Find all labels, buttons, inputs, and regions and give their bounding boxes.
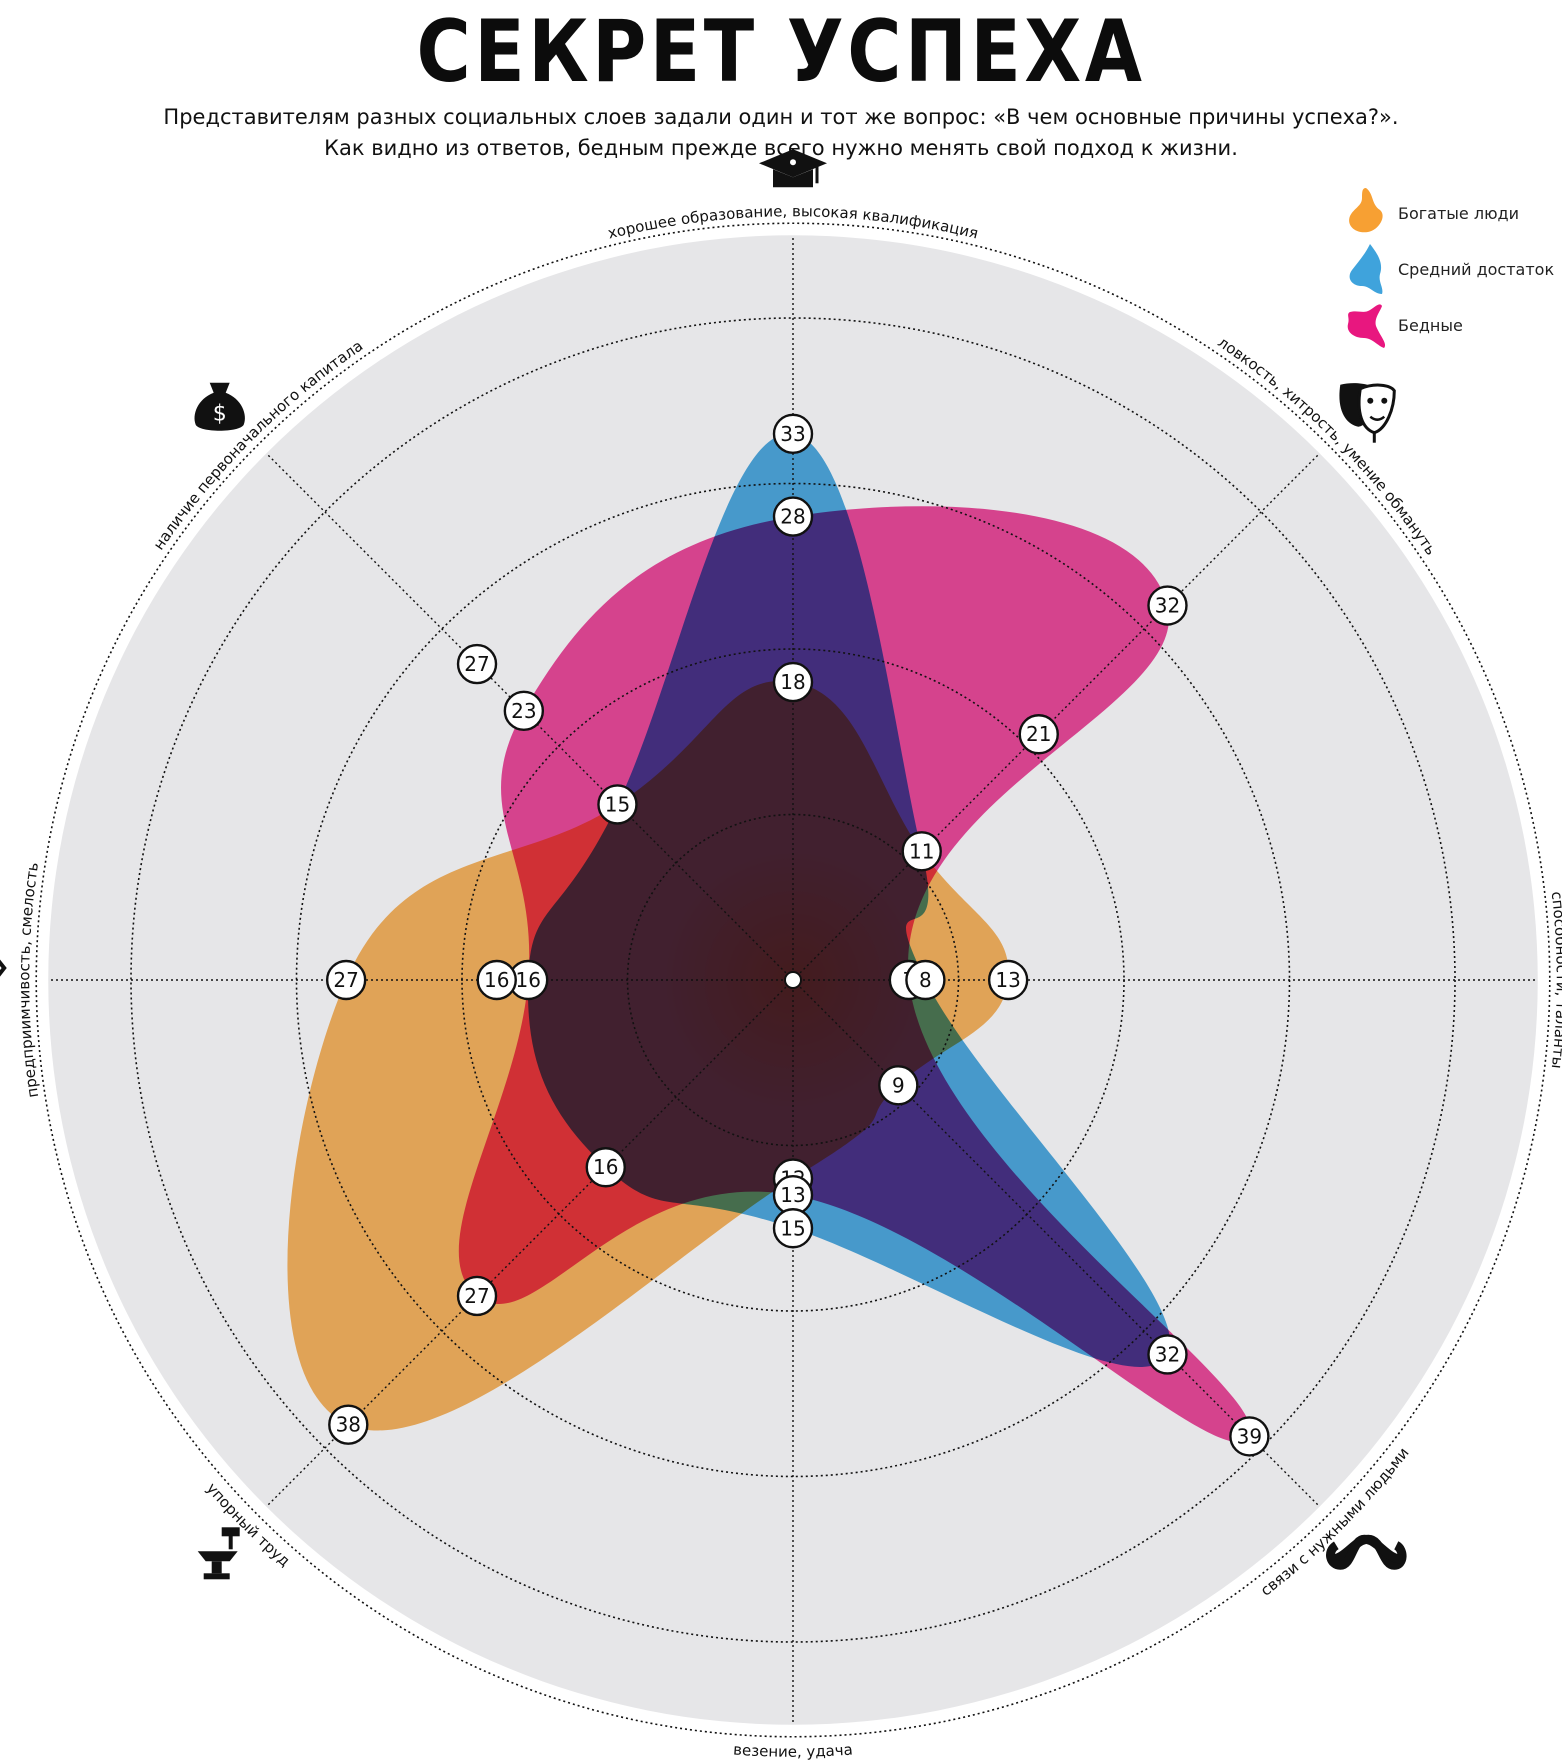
graduation-cap-icon (759, 149, 827, 188)
subtitle-line-1: Представителям разных социальных слоев з… (163, 105, 1399, 129)
legend-item-rich: Богатые люди (1340, 186, 1560, 242)
money-bag-icon: $ (194, 382, 245, 431)
data-label-axis8-27: 27 (456, 643, 498, 685)
legend-item-poor: Бедные (1340, 298, 1560, 354)
axis-spoke-2 (792, 452, 1321, 981)
data-label-axis2-32: 32 (1147, 585, 1188, 626)
data-label-axis2-11: 11 (901, 831, 942, 872)
legend-swatch-middle (1349, 244, 1383, 294)
outer-dotted-ring (35, 222, 1551, 1738)
data-label-axis7-27: 27 (325, 959, 367, 1001)
data-label-axis1-18: 18 (772, 661, 814, 703)
center-point (784, 971, 802, 989)
axis-label-5: везение, удача (733, 1740, 854, 1760)
axis-label-3: способности, таланты (1548, 890, 1562, 1069)
svg-text:16: 16 (593, 1155, 618, 1179)
axis-label-7: предприимчивость, смелость (15, 861, 42, 1099)
data-label-axis8-15: 15 (597, 784, 638, 825)
theatre-mask-icon (1339, 383, 1396, 443)
svg-text:8: 8 (919, 968, 932, 992)
data-label-axis6-27: 27 (456, 1275, 498, 1317)
svg-text:13: 13 (780, 1183, 805, 1207)
svg-text:32: 32 (1155, 1342, 1180, 1366)
svg-text:18: 18 (780, 670, 805, 694)
data-label-axis3-8: 8 (905, 959, 946, 1001)
svg-text:32: 32 (1155, 594, 1180, 618)
anvil-hammer-icon (197, 1527, 240, 1580)
data-label-axis5-13: 13 (772, 1174, 814, 1216)
svg-text:13: 13 (995, 968, 1020, 992)
data-label-axis1-28: 28 (772, 496, 814, 537)
svg-text:$: $ (213, 402, 227, 427)
svg-text:9: 9 (892, 1073, 905, 1097)
svg-text:39: 39 (1237, 1424, 1262, 1448)
svg-text:15: 15 (605, 792, 630, 816)
superman-icon: S (0, 959, 7, 977)
svg-text:27: 27 (333, 968, 358, 992)
svg-text:27: 27 (464, 1284, 489, 1308)
data-label-axis1-33: 33 (772, 413, 814, 455)
svg-text:33: 33 (780, 422, 805, 446)
data-label-axis2-21: 21 (1018, 714, 1059, 755)
legend-label-rich: Богатые люди (1398, 204, 1520, 223)
data-label-axis7-16: 16 (476, 959, 517, 1001)
data-label-axis6-38: 38 (328, 1404, 369, 1445)
knot-icon (1326, 1534, 1407, 1570)
svg-text:11: 11 (909, 839, 934, 863)
svg-text:15: 15 (780, 1216, 805, 1240)
svg-text:21: 21 (1026, 722, 1051, 746)
legend-item-middle: Средний достаток (1340, 242, 1560, 298)
axis-spoke-8 (265, 452, 794, 981)
svg-text:27: 27 (464, 652, 489, 676)
svg-text:23: 23 (511, 699, 536, 723)
svg-text:38: 38 (336, 1413, 361, 1437)
data-label-axis4-9: 9 (878, 1065, 919, 1106)
data-label-axis7-16: 16 (508, 959, 549, 1001)
data-label-axis6-16: 16 (585, 1147, 626, 1188)
svg-text:28: 28 (780, 505, 805, 529)
axis-spoke-4 (792, 979, 1321, 1508)
legend-label-poor: Бедные (1398, 316, 1463, 335)
data-label-axis4-32: 32 (1147, 1334, 1188, 1375)
svg-text:16: 16 (515, 968, 540, 992)
data-label-axis8-23: 23 (503, 690, 545, 732)
data-label-axis3-13: 13 (987, 959, 1029, 1001)
legend-swatch-poor (1347, 304, 1386, 348)
data-label-axis4-39: 39 (1229, 1416, 1270, 1457)
data-label-axis5-15: 15 (772, 1208, 814, 1249)
chart-title: СЕКРЕТ УСПЕХА (416, 2, 1146, 102)
legend-swatch-rich (1349, 188, 1383, 233)
svg-text:16: 16 (484, 968, 509, 992)
legend-label-middle: Средний достаток (1398, 260, 1555, 279)
